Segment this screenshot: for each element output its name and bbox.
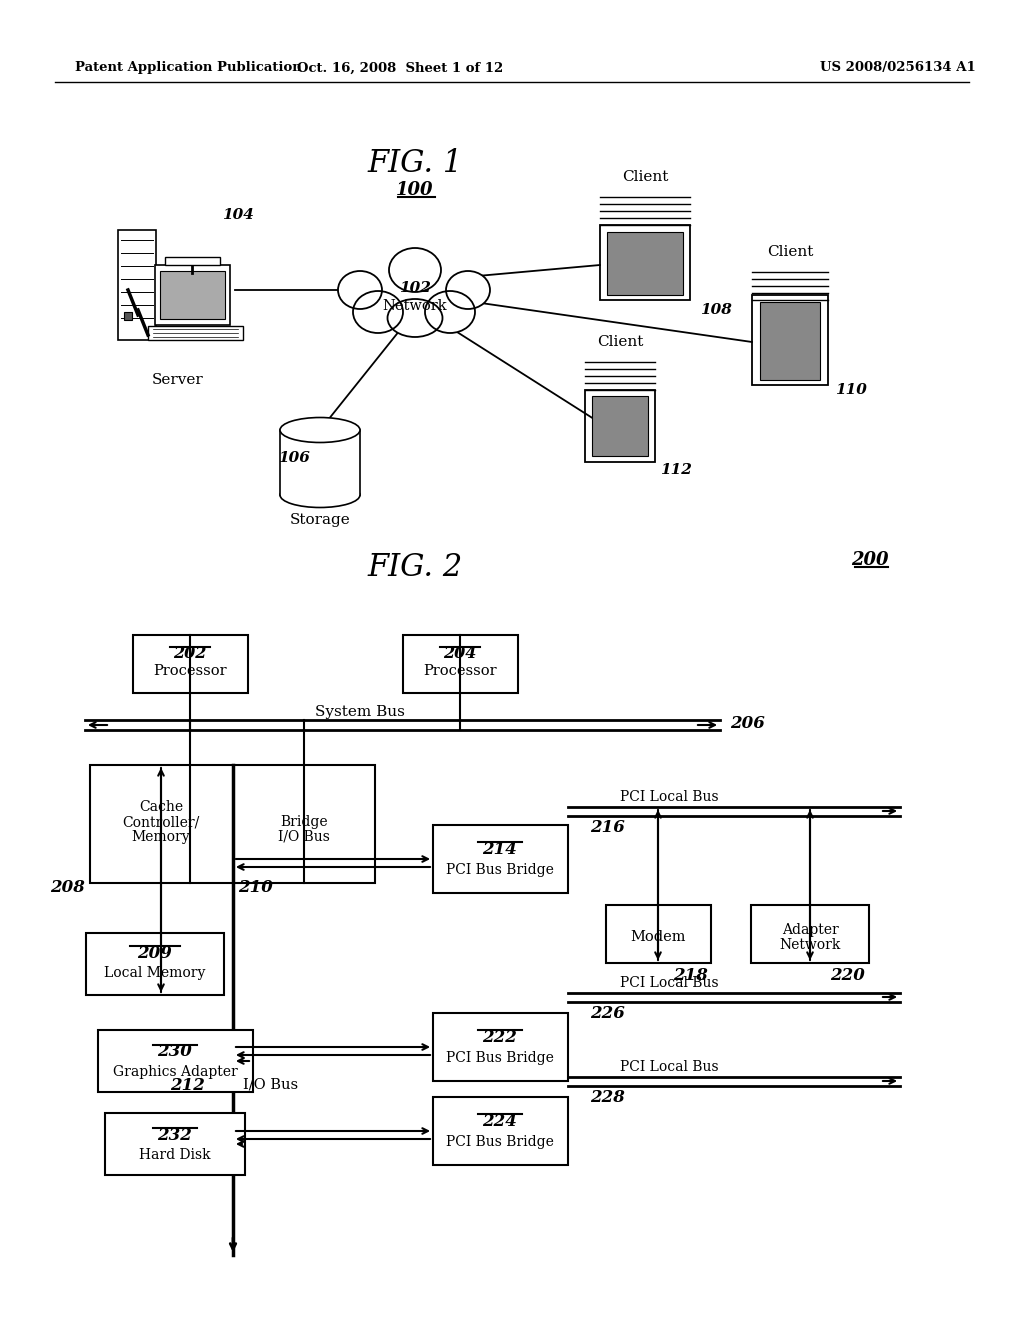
FancyBboxPatch shape (592, 396, 648, 455)
Ellipse shape (387, 300, 442, 337)
Ellipse shape (338, 271, 382, 309)
Text: Local Memory: Local Memory (104, 966, 206, 979)
Text: Oct. 16, 2008  Sheet 1 of 12: Oct. 16, 2008 Sheet 1 of 12 (297, 62, 503, 74)
FancyBboxPatch shape (155, 265, 230, 325)
Text: 220: 220 (830, 966, 865, 983)
FancyBboxPatch shape (433, 825, 568, 894)
Text: Modem: Modem (630, 931, 686, 944)
Text: 112: 112 (660, 463, 692, 477)
Text: Network: Network (383, 300, 447, 313)
FancyBboxPatch shape (760, 302, 820, 380)
Text: 209: 209 (137, 945, 172, 961)
Text: Server: Server (153, 374, 204, 387)
Text: Client: Client (597, 335, 643, 348)
Text: Bridge: Bridge (281, 814, 328, 829)
Text: 202: 202 (173, 644, 207, 661)
Text: 212: 212 (171, 1077, 206, 1093)
FancyBboxPatch shape (160, 271, 225, 319)
Text: 106: 106 (279, 451, 310, 465)
Text: System Bus: System Bus (315, 705, 404, 719)
Text: 232: 232 (158, 1126, 193, 1143)
Text: PCI Local Bus: PCI Local Bus (620, 1060, 719, 1074)
Text: 110: 110 (835, 383, 867, 397)
Text: PCI Bus Bridge: PCI Bus Bridge (446, 863, 554, 876)
Text: PCI Bus Bridge: PCI Bus Bridge (446, 1135, 554, 1148)
Text: Graphics Adapter: Graphics Adapter (113, 1065, 238, 1078)
Text: Adapter: Adapter (781, 923, 839, 937)
Text: 218: 218 (673, 966, 708, 983)
Ellipse shape (353, 290, 403, 333)
Text: PCI Bus Bridge: PCI Bus Bridge (446, 1051, 554, 1065)
FancyBboxPatch shape (86, 933, 224, 995)
FancyBboxPatch shape (403, 635, 518, 693)
FancyBboxPatch shape (105, 1113, 245, 1175)
FancyBboxPatch shape (124, 312, 132, 319)
Text: I/O Bus: I/O Bus (243, 1078, 298, 1092)
Text: 100: 100 (396, 181, 434, 199)
Text: 214: 214 (482, 841, 517, 858)
Text: Hard Disk: Hard Disk (139, 1148, 211, 1162)
Ellipse shape (389, 248, 441, 292)
Text: 222: 222 (482, 1028, 517, 1045)
FancyBboxPatch shape (585, 389, 655, 462)
Text: 228: 228 (590, 1089, 625, 1106)
Text: Processor: Processor (423, 664, 497, 678)
FancyBboxPatch shape (118, 230, 156, 341)
Text: FIG. 1: FIG. 1 (368, 148, 463, 178)
FancyBboxPatch shape (433, 1097, 568, 1166)
Text: Memory: Memory (132, 830, 190, 843)
Ellipse shape (280, 483, 360, 507)
Text: I/O Bus: I/O Bus (279, 830, 330, 843)
Text: Cache: Cache (139, 800, 183, 814)
FancyBboxPatch shape (148, 326, 243, 341)
FancyBboxPatch shape (133, 635, 248, 693)
Text: Patent Application Publication: Patent Application Publication (75, 62, 302, 74)
FancyBboxPatch shape (98, 1030, 253, 1092)
Text: PCI Local Bus: PCI Local Bus (620, 789, 719, 804)
Text: 224: 224 (482, 1113, 517, 1130)
Text: 104: 104 (222, 209, 254, 222)
Text: 216: 216 (590, 818, 625, 836)
Text: 108: 108 (700, 304, 732, 317)
Text: PCI Local Bus: PCI Local Bus (620, 975, 719, 990)
Text: 200: 200 (851, 550, 889, 569)
Text: 208: 208 (50, 879, 85, 896)
Text: US 2008/0256134 A1: US 2008/0256134 A1 (820, 62, 976, 74)
Text: Client: Client (622, 170, 669, 183)
Text: 230: 230 (158, 1044, 193, 1060)
FancyBboxPatch shape (751, 906, 869, 964)
FancyBboxPatch shape (752, 294, 828, 385)
Ellipse shape (446, 271, 490, 309)
Text: Network: Network (779, 939, 841, 952)
Ellipse shape (280, 417, 360, 442)
FancyBboxPatch shape (607, 232, 683, 294)
FancyBboxPatch shape (433, 1012, 568, 1081)
Text: 204: 204 (443, 644, 477, 661)
FancyBboxPatch shape (600, 224, 690, 300)
Text: 102: 102 (399, 281, 431, 294)
FancyBboxPatch shape (606, 906, 711, 964)
Text: 206: 206 (730, 714, 765, 731)
Text: FIG. 2: FIG. 2 (368, 552, 463, 582)
Text: 226: 226 (590, 1005, 625, 1022)
Text: Processor: Processor (154, 664, 226, 678)
Text: Client: Client (767, 246, 813, 259)
Bar (280, 430, 360, 495)
Text: Controller/: Controller/ (123, 814, 200, 829)
FancyBboxPatch shape (90, 766, 375, 883)
Text: 210: 210 (238, 879, 272, 896)
FancyBboxPatch shape (165, 257, 220, 265)
Ellipse shape (425, 290, 475, 333)
Text: Storage: Storage (290, 513, 350, 527)
